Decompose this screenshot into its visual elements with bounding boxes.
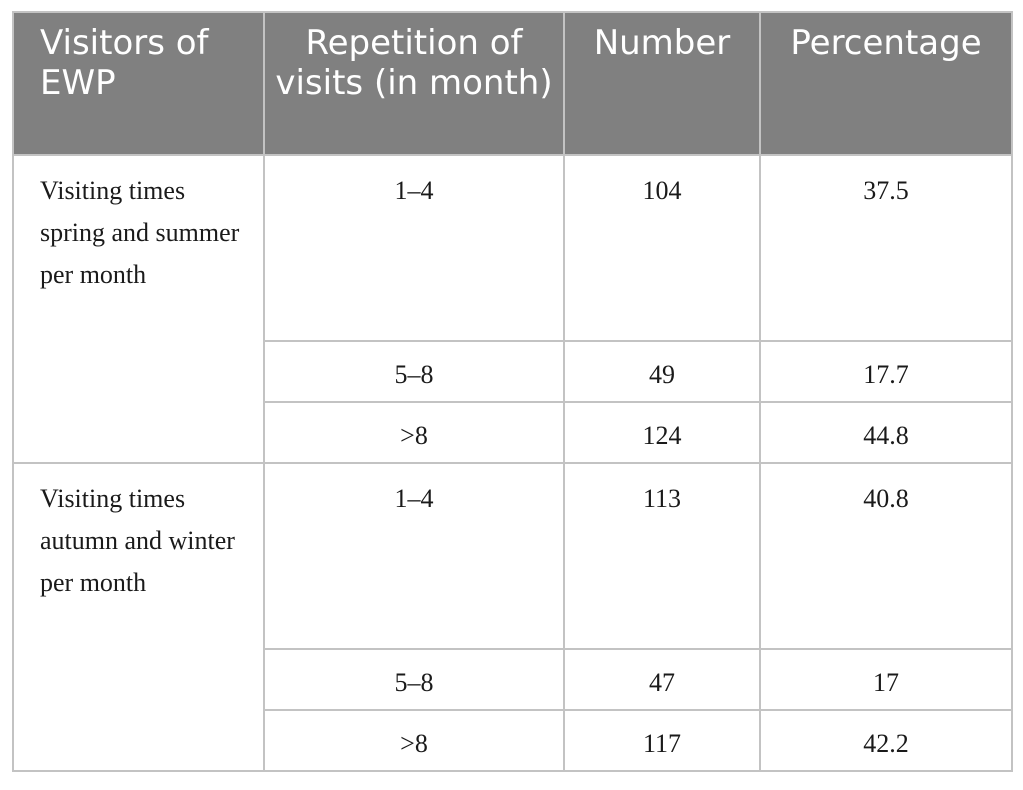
header-row: Visitors of EWP Repetition of visits (in… <box>12 11 1013 156</box>
cell-percentage: 37.5 <box>759 154 1013 342</box>
cell-number: 47 <box>563 648 761 711</box>
cell-number: 113 <box>563 462 761 650</box>
table-row: 5–8 49 17.7 <box>13 340 1013 403</box>
visits-table: Visitors of EWP Repetition of visits (in… <box>12 11 1013 772</box>
group-label-autumn-winter: Visiting times autumn and winter per mon… <box>12 462 265 772</box>
cell-number: 49 <box>563 340 761 403</box>
table-body: Visiting times spring and summer per mon… <box>12 154 1013 772</box>
table-row: >8 117 42.2 <box>13 709 1013 772</box>
cell-repetition: >8 <box>263 401 565 464</box>
cell-percentage: 44.8 <box>759 401 1013 464</box>
cell-percentage: 17 <box>759 648 1013 711</box>
table-row: Visiting times spring and summer per mon… <box>12 154 1013 464</box>
cell-number: 124 <box>563 401 761 464</box>
table-header: Visitors of EWP Repetition of visits (in… <box>12 11 1013 156</box>
cell-repetition: >8 <box>263 709 565 772</box>
cell-percentage: 17.7 <box>759 340 1013 403</box>
table-row: 5–8 47 17 <box>13 648 1013 711</box>
header-percentage: Percentage <box>759 11 1013 156</box>
group-label-spring-summer: Visiting times spring and summer per mon… <box>12 154 265 464</box>
header-number: Number <box>563 11 761 156</box>
cell-percentage: 40.8 <box>759 462 1013 650</box>
table-row: >8 124 44.8 <box>13 401 1013 464</box>
cell-number: 104 <box>563 154 761 342</box>
header-repetition: Repetition of visits (in month) <box>263 11 565 156</box>
header-visitors: Visitors of EWP <box>12 11 265 156</box>
cell-repetition: 1–4 <box>263 462 565 650</box>
cell-repetition: 1–4 <box>263 154 565 342</box>
cell-repetition: 5–8 <box>263 648 565 711</box>
table-row: Visiting times autumn and winter per mon… <box>12 462 1013 772</box>
cell-percentage: 42.2 <box>759 709 1013 772</box>
cell-repetition: 5–8 <box>263 340 565 403</box>
cell-number: 117 <box>563 709 761 772</box>
